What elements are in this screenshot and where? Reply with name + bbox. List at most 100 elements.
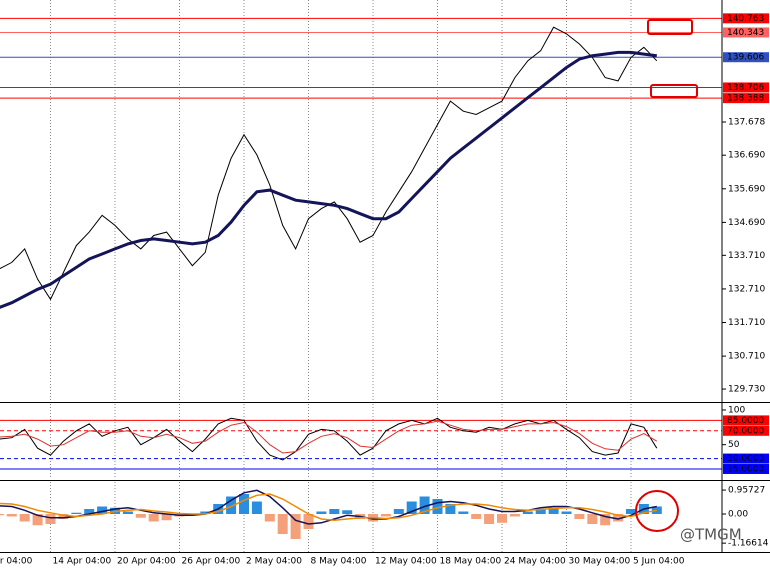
watermark: @TMGM — [680, 526, 742, 544]
level-label: 30.0000 — [727, 454, 764, 464]
level-label-box — [723, 27, 769, 38]
histogram-bar — [626, 509, 636, 514]
histogram-bar — [97, 506, 108, 514]
level-label-box — [723, 415, 769, 426]
histogram-bar — [406, 501, 417, 514]
level-label: 140.763 — [727, 14, 764, 24]
x-tick-label: 2 May 04:00 — [246, 557, 302, 567]
histogram-bar — [613, 514, 624, 522]
y-tick-label: 130.710 — [728, 352, 765, 362]
histogram-bar — [303, 514, 314, 529]
level-label-box — [723, 13, 769, 24]
level-label: 139.606 — [727, 53, 764, 63]
histogram-bar — [329, 509, 340, 514]
histogram-bar — [548, 507, 559, 514]
highlight-box — [650, 84, 698, 98]
panel — [0, 489, 662, 539]
x-tick-label: 5 Jun 04:00 — [633, 557, 685, 567]
y-tick-label: 135.690 — [728, 184, 765, 194]
histogram-bar — [419, 496, 430, 514]
y-tick-label: 0.00 — [728, 510, 748, 520]
level-label-box — [723, 82, 769, 93]
histogram-bar — [509, 514, 520, 517]
histogram-bar — [45, 514, 56, 524]
x-tick-label: 20 Apr 04:00 — [117, 557, 176, 567]
histogram-bar — [135, 514, 146, 518]
histogram-bar — [290, 514, 301, 539]
series-line — [0, 420, 658, 454]
histogram-bar — [445, 504, 456, 514]
y-tick-label: 134.690 — [728, 218, 765, 228]
series-line — [0, 50, 657, 309]
histogram-bar — [587, 514, 598, 524]
histogram-bar — [226, 496, 237, 514]
level-label: 138.706 — [727, 83, 764, 93]
level-label: 15.0000 — [727, 464, 764, 474]
histogram-bar — [19, 514, 30, 522]
x-tick-label: Apr 04:00 — [0, 557, 33, 567]
histogram-bar — [432, 499, 443, 514]
histogram-bar — [71, 512, 82, 514]
y-tick-label: 129.730 — [728, 385, 765, 395]
histogram-bar — [316, 511, 327, 514]
histogram-bar — [574, 514, 585, 519]
level-label-box — [723, 425, 769, 436]
histogram-bar — [471, 514, 482, 519]
histogram-bar — [6, 514, 17, 517]
histogram-bar — [651, 506, 662, 514]
highlight-circle — [635, 490, 679, 532]
histogram-bar — [522, 511, 533, 514]
x-tick-label: 18 May 04:00 — [440, 557, 502, 567]
level-label-box — [723, 52, 769, 63]
histogram-bar — [600, 514, 611, 526]
y-tick-label: 50 — [728, 440, 740, 450]
histogram-bar — [32, 514, 43, 526]
histogram-bar — [239, 494, 249, 514]
panel — [0, 417, 722, 470]
y-tick-label: 100 — [728, 405, 745, 415]
x-tick-label: 14 Apr 04:00 — [53, 557, 112, 567]
y-tick-label: 132.710 — [728, 284, 765, 294]
y-tick-label: 0.95727 — [728, 486, 765, 496]
histogram-bar — [497, 514, 507, 523]
histogram-bar — [380, 514, 391, 517]
histogram-bar — [200, 511, 211, 514]
y-tick-label: 136.690 — [728, 151, 765, 161]
x-tick-label: 26 Apr 04:00 — [182, 557, 241, 567]
histogram-bar — [251, 501, 262, 514]
level-label-box — [723, 463, 769, 474]
y-tick-label: 133.710 — [728, 251, 765, 261]
panel — [0, 17, 722, 309]
y-tick-label: 131.710 — [728, 318, 765, 328]
histogram-bar — [122, 511, 133, 514]
highlight-box — [647, 19, 693, 35]
level-label: 85.0000 — [727, 416, 764, 426]
level-label: 140.343 — [727, 28, 764, 38]
histogram-bar — [148, 514, 159, 522]
histogram-bar — [0, 514, 4, 516]
level-label: 70.0000 — [727, 426, 764, 436]
x-tick-label: 30 May 04:00 — [569, 557, 631, 567]
histogram-bar — [393, 509, 404, 514]
histogram-bar — [342, 510, 353, 514]
level-label-box — [723, 93, 769, 104]
histogram-bar — [84, 509, 95, 514]
series-line — [0, 26, 658, 301]
histogram-bar — [458, 511, 469, 514]
level-label: 138.388 — [727, 94, 764, 104]
histogram-bar — [484, 514, 495, 524]
series-line — [0, 493, 657, 522]
histogram-bar — [561, 511, 572, 514]
x-tick-label: 12 May 04:00 — [375, 557, 437, 567]
histogram-bar — [58, 514, 69, 519]
histogram-bar — [161, 514, 172, 521]
histogram-bar — [535, 509, 546, 514]
series-line — [0, 489, 657, 525]
level-label-box — [723, 453, 769, 464]
x-tick-label: 24 May 04:00 — [504, 557, 566, 567]
y-tick-label: 137.678 — [728, 117, 765, 127]
